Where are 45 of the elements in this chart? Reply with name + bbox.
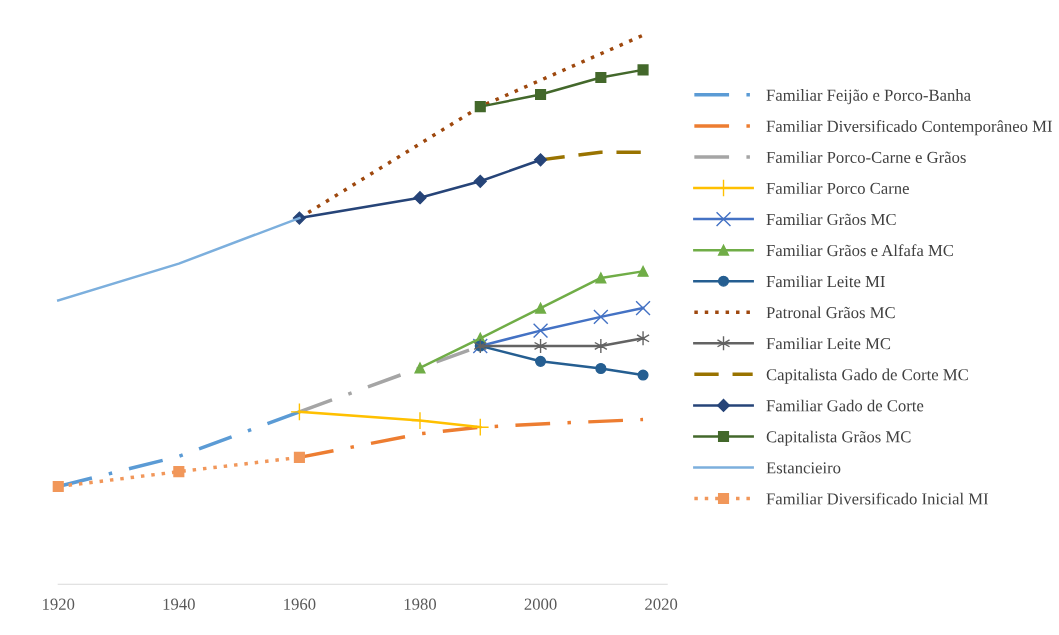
legend-label: Familiar Diversificado Inicial MI: [766, 492, 989, 505]
point: [414, 362, 426, 374]
x-tick-label: 2020: [645, 598, 678, 610]
legend-label: Familiar Diversificado Contemporâneo MI: [766, 120, 1052, 136]
point: [636, 330, 650, 346]
point: [535, 88, 547, 101]
point: [593, 309, 609, 325]
x-tick-label: 1980: [404, 598, 437, 610]
point: [637, 64, 649, 76]
point: [532, 322, 549, 339]
point: [173, 466, 185, 478]
legend-label: Familiar Gado de Corte: [766, 399, 924, 412]
point: [474, 101, 486, 113]
point: [533, 153, 548, 167]
point: [410, 411, 430, 430]
point: [637, 265, 649, 277]
legend-label: Familiar Leite MC: [766, 337, 891, 350]
point: [637, 369, 649, 381]
legend-label: Capitalista Gado de Corte MC: [766, 368, 968, 384]
point: [595, 362, 607, 375]
legend-label: Familiar Feijão e Porco-Banha: [766, 89, 971, 105]
point: [595, 71, 607, 84]
point: [473, 174, 487, 188]
legend-label: Familiar Grãos e Alfafa MC: [766, 244, 954, 257]
legend-label: Familiar Porco-Carne e Grãos: [766, 151, 966, 163]
x-tick-label: 1960: [284, 598, 316, 610]
x-tick-label: 1940: [163, 598, 195, 610]
x-tick-label: 1920: [43, 598, 75, 610]
point: [635, 300, 651, 316]
legend-label: Capitalista Grãos MC: [766, 430, 911, 446]
legend-label: Familiar Grãos MC: [766, 213, 896, 226]
legend-label: Patronal Grãos MC: [766, 306, 895, 319]
point: [595, 272, 607, 284]
legend-label: Estancieiro: [766, 462, 841, 474]
x-tick-label: 2000: [524, 598, 557, 610]
point: [293, 451, 305, 463]
point: [471, 418, 490, 437]
point: [413, 191, 427, 205]
point: [535, 355, 547, 367]
point: [594, 338, 608, 354]
point: [535, 302, 547, 314]
legend-label: Familiar Leite MI: [766, 275, 885, 288]
point: [290, 402, 309, 421]
point: [52, 480, 64, 493]
legend-label: Familiar Porco Carne: [766, 182, 909, 195]
